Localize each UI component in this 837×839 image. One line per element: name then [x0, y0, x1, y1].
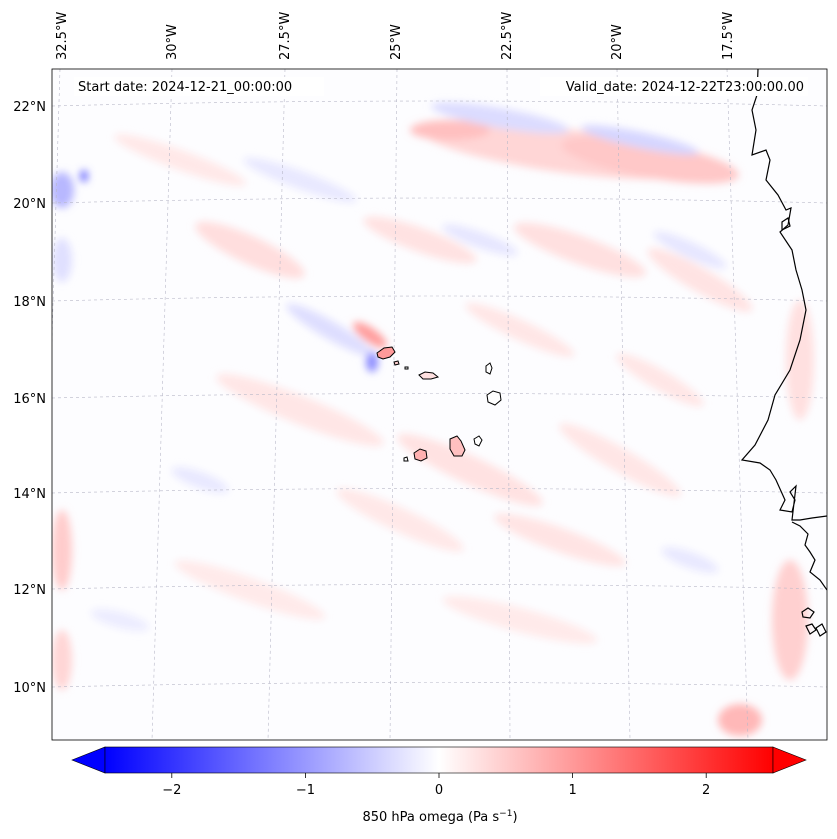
latitude-labels: 22°N 20°N 18°N 16°N 14°N 12°N 10°N	[13, 100, 46, 696]
colorbar-tick-label: −1	[296, 783, 315, 798]
lat-label-20n: 20°N	[13, 197, 46, 212]
map-frame	[51, 68, 828, 741]
lon-label-17-5w: 17.5°W	[721, 12, 736, 60]
island-santa-luzia	[404, 366, 409, 370]
island-maio	[473, 435, 483, 447]
colorbar-extend-max	[772, 746, 807, 774]
coastline-bijagos	[801, 607, 815, 619]
island-santo-antao	[376, 346, 396, 360]
lat-label-10n: 10°N	[13, 681, 46, 696]
annotation-start: Start date: 2024-12-21_00:00:00	[74, 77, 324, 96]
islands	[376, 346, 502, 462]
lat-label-12n: 12°N	[13, 583, 46, 598]
colorbar-label-main: 850 hPa omega (Pa s	[362, 810, 499, 825]
coastline-guinea	[791, 521, 827, 591]
island-sal	[485, 362, 493, 375]
lon-label-27-5w: 27.5°W	[278, 12, 293, 60]
lat-label-16n: 16°N	[13, 392, 46, 407]
island-boa-vista	[486, 390, 502, 406]
coastline-bijagos-3	[815, 623, 827, 637]
coastline-bijagos-2	[805, 623, 817, 635]
colorbar-tick-label: 2	[702, 783, 710, 798]
coastline	[740, 69, 827, 637]
omega-field	[52, 102, 814, 736]
lon-label-22-5w: 22.5°W	[500, 12, 515, 60]
graticule	[52, 69, 827, 740]
island-santiago	[449, 435, 466, 457]
island-sao-nicolau	[418, 371, 440, 380]
island-fogo	[413, 448, 428, 462]
colorbar-ticks: −2 −1 0 1 2	[162, 773, 710, 798]
lon-label-32-5w: 32.5°W	[55, 12, 70, 60]
lon-label-30w: 30°W	[165, 24, 180, 60]
map-area: Start date: 2024-12-21_00:00:00 Valid_da…	[51, 68, 828, 741]
colorbar-tick-label: 1	[568, 783, 576, 798]
colorbar: −2 −1 0 1 2 850 hPa omega (Pa s−1)	[71, 746, 807, 825]
colorbar-tick-label: 0	[435, 783, 443, 798]
coastline-inlet	[781, 217, 791, 231]
longitude-labels: 32.5°W 30°W 27.5°W 25°W 22.5°W 20°W 17.5…	[55, 12, 736, 60]
omega-shading	[52, 102, 814, 736]
annotation-valid: Valid_date: 2024-12-22T23:00:00.00	[540, 77, 808, 96]
colorbar-label-close: )	[512, 810, 517, 825]
colorbar-tick-label: −2	[162, 783, 181, 798]
colorbar-gradient	[104, 746, 774, 774]
lon-label-20w: 20°W	[610, 24, 625, 60]
coastline-africa	[740, 69, 827, 521]
valid-date-text: Valid_date: 2024-12-22T23:00:00.00	[566, 80, 804, 95]
island-brava	[403, 456, 409, 462]
lat-label-22n: 22°N	[13, 100, 46, 115]
colorbar-label-exponent: −1	[499, 809, 512, 819]
lat-label-14n: 14°N	[13, 487, 46, 502]
lat-label-18n: 18°N	[13, 295, 46, 310]
colorbar-extend-min	[71, 746, 106, 774]
island-sao-vicente	[393, 360, 400, 366]
start-date-text: Start date: 2024-12-21_00:00:00	[78, 80, 292, 95]
colorbar-label: 850 hPa omega (Pa s−1)	[362, 809, 517, 825]
lon-label-25w: 25°W	[389, 24, 404, 60]
